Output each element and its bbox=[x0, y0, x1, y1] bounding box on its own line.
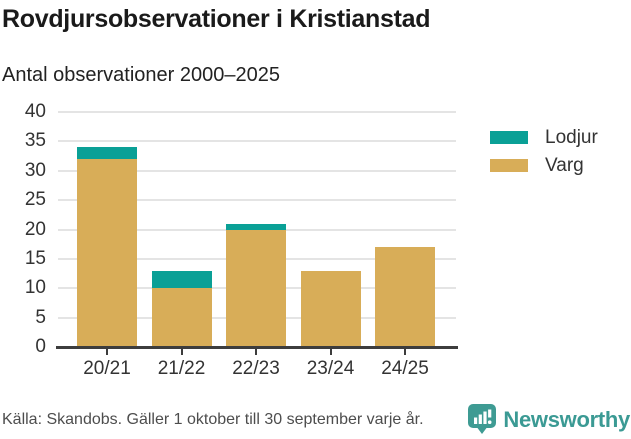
y-axis-tick-label: 35 bbox=[24, 130, 46, 152]
gridline bbox=[58, 111, 456, 113]
x-axis-tick bbox=[106, 349, 108, 355]
gridline bbox=[58, 140, 456, 143]
x-axis-tick-label: 22/23 bbox=[232, 358, 280, 379]
x-axis-line bbox=[56, 346, 458, 349]
legend: Lodjur Varg bbox=[490, 126, 598, 176]
newsworthy-bubble-chart-icon bbox=[468, 404, 497, 434]
legend-swatch-lodjur bbox=[490, 131, 528, 144]
bar-segment-varg bbox=[226, 229, 286, 347]
bar-segment-lodjur bbox=[151, 270, 212, 289]
x-axis-tick bbox=[329, 349, 332, 355]
bar-segment-lodjur bbox=[226, 223, 286, 230]
y-axis-tick-label: 5 bbox=[35, 306, 46, 328]
y-axis-tick-label: 0 bbox=[35, 336, 46, 357]
y-axis-tick-label: 15 bbox=[24, 247, 46, 269]
newsworthy-wordmark: Newsworthy bbox=[503, 406, 630, 432]
bar-segment-varg bbox=[151, 288, 212, 347]
bar-segment-varg bbox=[77, 159, 137, 347]
bar-segment-varg bbox=[300, 270, 361, 347]
footer: Källa: Skandobs. Gäller 1 oktober till 3… bbox=[0, 401, 630, 438]
legend-item-lodjur: Lodjur bbox=[490, 126, 598, 148]
bar-segment-varg bbox=[375, 247, 435, 347]
x-axis-tick bbox=[404, 349, 406, 355]
legend-label: Lodjur bbox=[545, 126, 598, 148]
legend-swatch-varg bbox=[490, 159, 528, 172]
x-axis-tick bbox=[180, 349, 183, 355]
x-axis-tick bbox=[255, 349, 257, 355]
x-axis-tick-label: 23/24 bbox=[306, 358, 355, 379]
chart-title: Rovdjursobservationer i Kristianstad bbox=[2, 5, 431, 33]
y-axis-tick-label: 25 bbox=[24, 189, 46, 211]
legend-item-varg: Varg bbox=[490, 154, 598, 176]
source-note: Källa: Skandobs. Gäller 1 oktober till 3… bbox=[2, 410, 424, 428]
x-axis-tick-label: 21/22 bbox=[157, 358, 206, 379]
x-axis-tick-label: 24/25 bbox=[381, 358, 429, 379]
y-axis-tick-label: 40 bbox=[24, 101, 46, 122]
newsworthy-logo[interactable]: Newsworthy bbox=[468, 404, 630, 435]
y-axis-tick-label: 30 bbox=[24, 159, 46, 181]
y-axis-tick-label: 10 bbox=[24, 277, 46, 299]
gridline bbox=[58, 169, 456, 172]
chart-subtitle: Antal observationer 2000–2025 bbox=[2, 64, 280, 86]
gridline bbox=[58, 199, 456, 202]
x-axis-tick-label: 20/21 bbox=[83, 358, 131, 379]
y-axis-tick-label: 20 bbox=[24, 218, 46, 240]
legend-label: Varg bbox=[545, 154, 584, 176]
bar-segment-lodjur bbox=[77, 147, 137, 159]
